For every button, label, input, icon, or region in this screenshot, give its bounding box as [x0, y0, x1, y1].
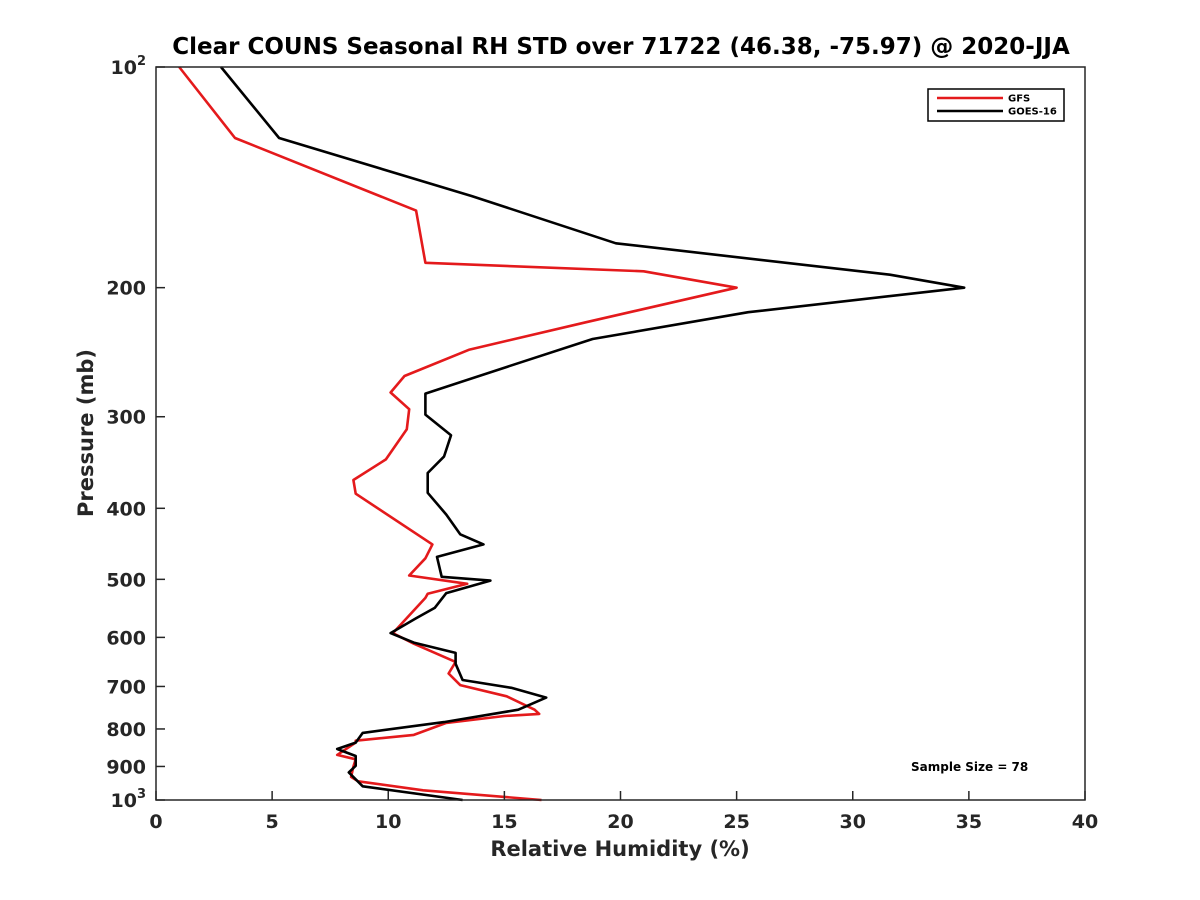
y-axis-label: Pressure (mb) — [74, 349, 98, 517]
x-tick-label: 25 — [723, 811, 749, 833]
plot-area — [178, 66, 966, 802]
axis-ticks: 0 5 10 15 20 25 30 35 40 102 200 300 400 500 600 700 800… — [106, 54, 1098, 833]
y-tick-label: 700 — [106, 676, 146, 698]
x-tick-label: 15 — [491, 811, 517, 833]
y-tick-label: 103 — [111, 787, 147, 812]
legend-label-goes16: GOES-16 — [1008, 107, 1057, 118]
y-tick-label: 200 — [106, 278, 146, 300]
y-tick-label: 900 — [106, 756, 146, 778]
sample-size-annotation: Sample Size = 78 — [911, 760, 1028, 774]
x-tick-label: 20 — [607, 811, 633, 833]
x-tick-label: 0 — [149, 811, 162, 833]
x-tick-label: 30 — [840, 811, 866, 833]
y-tick-label: 400 — [106, 498, 146, 520]
legend-box — [927, 88, 1065, 122]
y-tick-label: 800 — [106, 719, 146, 741]
x-tick-label: 5 — [266, 811, 279, 833]
x-tick-label: 10 — [375, 811, 401, 833]
x-tick-label: 40 — [1072, 811, 1098, 833]
x-axis-label: Relative Humidity (%) — [490, 837, 749, 861]
legend-label-gfs: GFS — [1008, 94, 1030, 105]
chart-title: Clear COUNS Seasonal RH STD over 71722 (… — [172, 34, 1070, 60]
x-tick-label: 35 — [956, 811, 982, 833]
y-tick-label: 102 — [111, 54, 147, 79]
legend: GFS GOES-16 — [927, 88, 1065, 122]
y-tick-label: 300 — [106, 407, 146, 429]
y-tick-label: 600 — [106, 627, 146, 649]
y-tick-label: 500 — [106, 569, 146, 591]
